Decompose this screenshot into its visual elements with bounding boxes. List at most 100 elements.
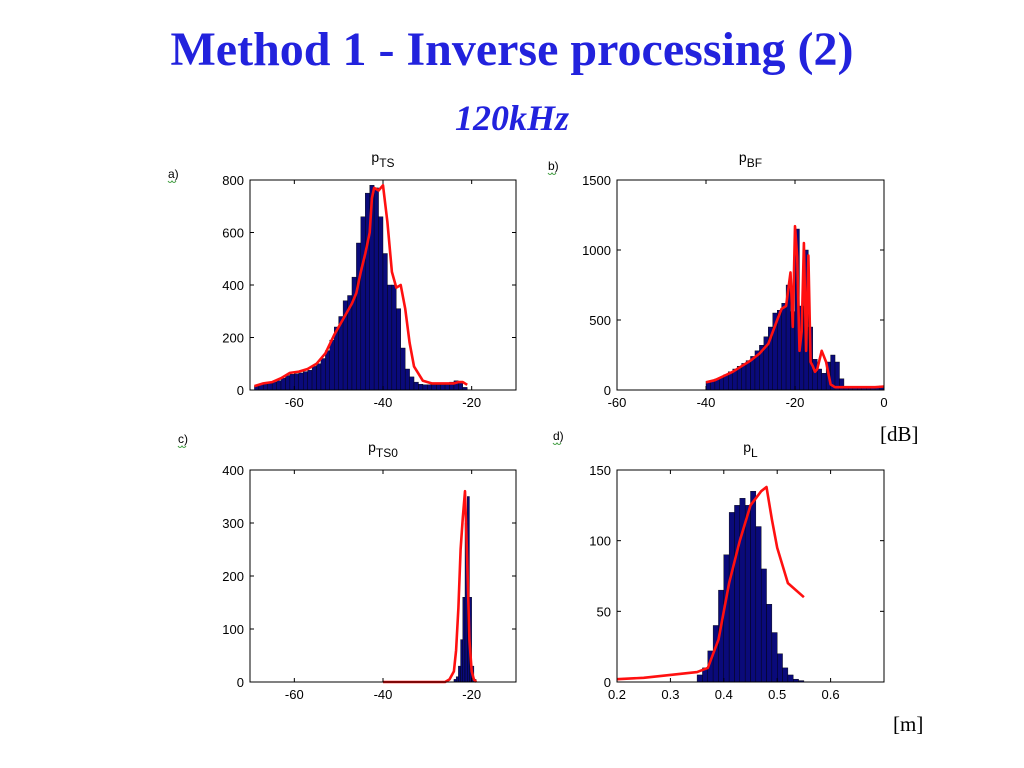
histogram-bar <box>320 358 326 391</box>
panel-label: a) <box>168 167 179 181</box>
histogram-bar <box>734 505 741 683</box>
histogram-bar <box>834 361 840 391</box>
histogram-bar <box>391 284 397 391</box>
histogram-bar <box>455 676 459 683</box>
histogram-bar <box>462 597 466 683</box>
histogram-bar <box>289 374 295 391</box>
unit-label-db: [dB] <box>880 422 919 446</box>
x-tick-label: 0 <box>880 395 887 410</box>
histogram-bar <box>396 308 401 391</box>
histogram-bar <box>276 380 282 391</box>
y-tick-label: 0 <box>604 383 611 398</box>
y-tick-label: 400 <box>222 463 244 478</box>
histogram-bar <box>271 381 277 391</box>
histogram-bar <box>781 303 787 391</box>
axes-box <box>616 469 885 683</box>
y-tick-label: 200 <box>222 331 244 346</box>
histogram-bar <box>787 674 794 683</box>
histogram-bar <box>696 674 703 683</box>
x-tick-label: 0.5 <box>768 687 786 702</box>
axes-box <box>249 469 517 683</box>
x-tick-label: 0.2 <box>608 687 626 702</box>
histogram-bar <box>373 187 379 391</box>
chart-title: pTS <box>371 149 394 170</box>
x-tick-label: -20 <box>462 687 481 702</box>
x-tick-label: -40 <box>697 395 716 410</box>
y-tick-label: 200 <box>222 569 244 584</box>
histogram-bar <box>387 284 393 391</box>
histogram-bar <box>263 384 268 391</box>
y-tick-label: 100 <box>589 534 611 549</box>
y-tick-label: 1000 <box>582 243 611 258</box>
fit-curve <box>616 485 805 681</box>
histogram-bar <box>400 347 406 391</box>
histogram-bar <box>723 554 730 683</box>
y-tick-label: 150 <box>589 463 611 478</box>
histogram-bar <box>280 377 286 391</box>
histogram-bar <box>427 384 432 391</box>
x-tick-label: 0.4 <box>715 687 733 702</box>
chart-title: pBF <box>739 149 762 170</box>
panel-label-underline <box>552 442 562 445</box>
y-tick-label: 50 <box>597 604 611 619</box>
histogram-bar <box>356 242 362 391</box>
histogram-bar <box>316 363 322 391</box>
histogram-bar <box>267 383 273 391</box>
x-tick-label: -60 <box>285 395 304 410</box>
histogram-bar <box>378 216 384 391</box>
histogram-bar <box>436 384 441 391</box>
x-tick-label: -60 <box>285 687 304 702</box>
x-tick-label: -40 <box>374 395 393 410</box>
histogram-bar <box>817 368 822 391</box>
histogram-bar <box>444 384 450 391</box>
panel-label: c) <box>178 432 188 446</box>
panel-label: b) <box>548 159 559 173</box>
histogram-bar <box>303 371 308 391</box>
y-tick-label: 800 <box>222 173 244 188</box>
panel-label-underline <box>177 445 187 448</box>
y-tick-label: 0 <box>604 675 611 690</box>
histogram-bar <box>460 639 464 683</box>
fit-curve <box>254 184 468 388</box>
chart-title: pTS0 <box>368 439 398 460</box>
histogram-bar <box>285 375 291 391</box>
histogram-bar <box>404 368 410 391</box>
axes-box <box>616 179 885 391</box>
histogram-bar <box>782 667 789 683</box>
histogram-bar <box>422 384 428 391</box>
y-tick-label: 1500 <box>582 173 611 188</box>
y-tick-label: 400 <box>222 278 244 293</box>
histogram-bar <box>294 373 299 391</box>
histogram-bar <box>745 360 751 391</box>
histogram-bar <box>760 568 767 683</box>
histogram-panel-1: -60 -40 -20 0 200 400 600 800 pTS a) <box>167 149 517 410</box>
chart-title: pL <box>743 439 758 460</box>
x-tick-label: -40 <box>374 687 393 702</box>
histogram-bar <box>413 381 419 391</box>
histogram-bar <box>431 384 437 391</box>
histogram-bar <box>744 505 751 683</box>
histogram-bar <box>750 491 757 683</box>
y-tick-label: 300 <box>222 516 244 531</box>
histogram-panel-2: -60 -40 -20 0 0 500 1000 1500 pBF b) <box>547 149 888 410</box>
histogram-panel-3: -60 -40 -20 0 100 200 300 400 pTS0 c) <box>177 432 517 702</box>
x-tick-label: -60 <box>608 395 627 410</box>
histogram-bar <box>728 512 735 683</box>
histogram-bar <box>458 665 461 683</box>
histogram-bar <box>719 377 724 391</box>
x-tick-label: -20 <box>462 395 481 410</box>
histogram-bar <box>741 363 747 391</box>
histogram-bar <box>777 653 783 683</box>
histogram-bar <box>360 216 366 391</box>
x-tick-label: 0.3 <box>661 687 679 702</box>
histogram-bar <box>298 372 304 391</box>
histogram-bar <box>307 370 313 391</box>
x-tick-label: -20 <box>786 395 805 410</box>
histogram-bar <box>418 384 424 391</box>
fit-curve <box>705 224 885 389</box>
unit-label-m: [m] <box>893 712 924 736</box>
histogram-panel-4: 0.2 0.3 0.4 0.5 0.6 0 50 100 150 pL d) <box>552 429 885 702</box>
x-tick-label: 0.6 <box>822 687 840 702</box>
histogram-bar <box>777 310 782 391</box>
